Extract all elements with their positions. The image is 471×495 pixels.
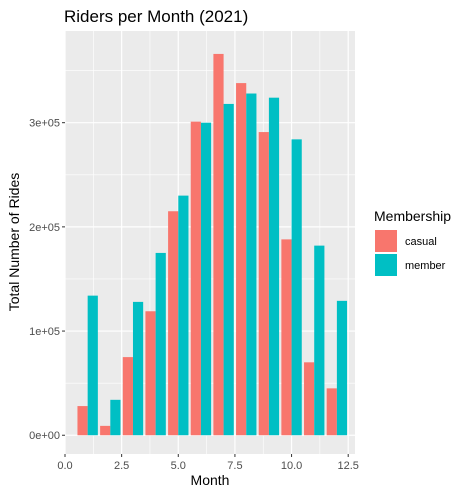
bars	[77, 53, 348, 436]
legend: Membership casual member	[374, 208, 451, 276]
legend-label-member: member	[405, 260, 446, 272]
y-tick-label: 0e+00	[29, 430, 60, 442]
x-axis-title: Month	[191, 472, 230, 488]
y-axis-title: Total Number of Rides	[6, 173, 22, 312]
legend-key-casual	[375, 230, 397, 252]
bar-casual-month-1	[77, 406, 88, 436]
x-tick-label: 12.5	[337, 460, 358, 472]
bar-member-month-10	[291, 139, 302, 436]
bar-casual-month-5	[168, 211, 179, 436]
y-axis: 0e+00 1e+05 2e+05 3e+05	[29, 118, 65, 442]
x-tick-label: 7.5	[227, 460, 242, 472]
bar-member-month-1	[87, 295, 98, 436]
bar-member-month-7	[223, 103, 234, 436]
bar-casual-month-7	[213, 53, 224, 436]
x-tick-label: 0.0	[57, 460, 72, 472]
bar-casual-month-10	[281, 239, 292, 436]
bar-casual-month-6	[190, 121, 201, 436]
y-tick-label: 1e+05	[29, 326, 60, 338]
legend-label-casual: casual	[405, 236, 437, 248]
bar-member-month-2	[110, 399, 121, 436]
bar-casual-month-2	[100, 425, 111, 436]
bar-casual-month-11	[304, 362, 315, 436]
chart-title: Riders per Month (2021)	[64, 7, 248, 26]
bar-casual-month-9	[258, 132, 269, 436]
bar-member-month-11	[314, 245, 325, 436]
bar-member-month-8	[246, 93, 257, 436]
legend-title: Membership	[374, 208, 451, 224]
x-tick-label: 10.0	[281, 460, 302, 472]
bar-member-month-6	[200, 122, 212, 436]
x-tick-label: 5.0	[171, 460, 186, 472]
bar-member-month-12	[336, 300, 348, 436]
bar-member-month-9	[268, 97, 280, 436]
y-tick-label: 2e+05	[29, 222, 60, 234]
bar-member-month-3	[132, 301, 144, 436]
x-axis: 0.0 2.5 5.0 7.5 10.0 12.5	[57, 454, 359, 472]
bar-casual-month-4	[145, 311, 156, 436]
bar-member-month-4	[155, 252, 166, 436]
bar-casual-month-3	[122, 357, 133, 436]
bar-casual-month-8	[236, 83, 247, 436]
x-tick-label: 2.5	[114, 460, 129, 472]
bar-member-month-5	[178, 195, 189, 436]
y-tick-label: 3e+05	[29, 118, 60, 130]
bar-casual-month-12	[326, 388, 337, 436]
legend-key-member	[375, 254, 397, 276]
